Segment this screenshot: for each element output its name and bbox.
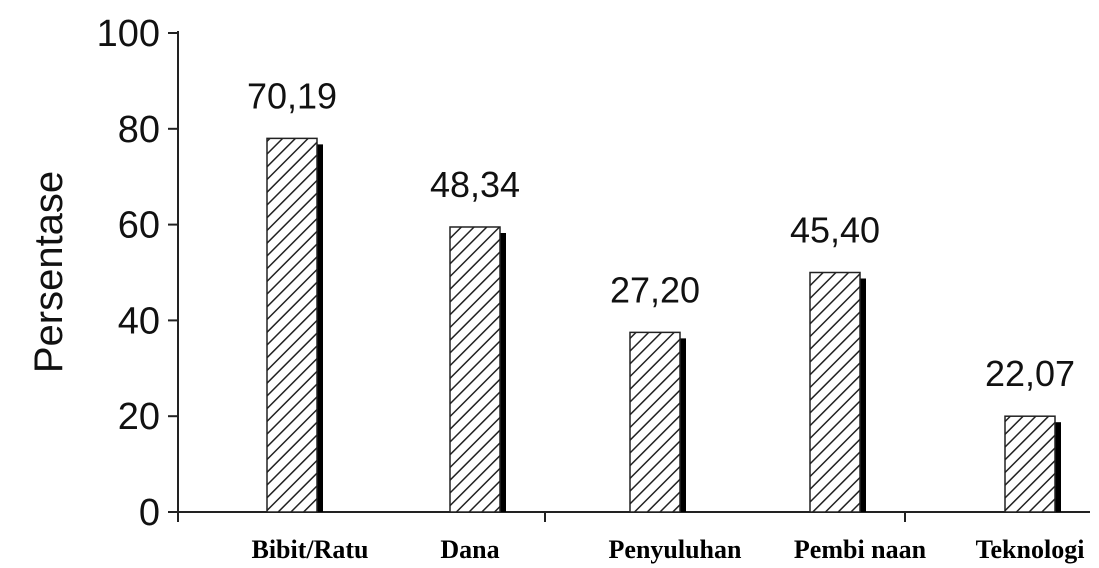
- category-label: Pembi naan: [794, 535, 927, 564]
- data-label: 70,19: [247, 75, 337, 116]
- bar: [629, 331, 686, 513]
- bar: [449, 226, 506, 513]
- data-label: 22,07: [985, 353, 1075, 394]
- y-tick-label: 80: [118, 109, 160, 151]
- bar: [1004, 415, 1061, 513]
- y-axis-title: Persentase: [27, 171, 71, 373]
- bar-body: [629, 331, 681, 513]
- bars: [266, 137, 1061, 513]
- category-label: Bibit/Ratu: [251, 535, 368, 564]
- y-tick-label: 20: [118, 396, 160, 438]
- y-tick-label: 40: [118, 300, 160, 342]
- bar-body: [1004, 415, 1056, 513]
- x-axis: [177, 511, 1090, 522]
- bar-body: [266, 137, 318, 513]
- data-labels: 70,19 48,34 27,20 45,40 22,07: [247, 75, 1075, 394]
- bar-body: [809, 271, 861, 513]
- category-label: Teknologi: [976, 535, 1085, 564]
- category-label: Dana: [440, 535, 499, 564]
- y-tick-label: 0: [139, 492, 160, 534]
- bar-body: [449, 226, 501, 513]
- y-tick-label: 100: [97, 13, 160, 55]
- y-axis: 0 20 40 60 80 100: [97, 13, 179, 534]
- data-label: 45,40: [790, 210, 880, 251]
- y-tick-label: 60: [118, 205, 160, 247]
- bar: [809, 271, 866, 513]
- category-label: Penyuluhan: [609, 535, 742, 564]
- data-label: 48,34: [430, 164, 520, 205]
- bar: [266, 137, 323, 513]
- data-label: 27,20: [610, 269, 700, 310]
- category-labels: Bibit/Ratu Dana Penyuluhan Pembi naan Teknol…: [251, 535, 1084, 564]
